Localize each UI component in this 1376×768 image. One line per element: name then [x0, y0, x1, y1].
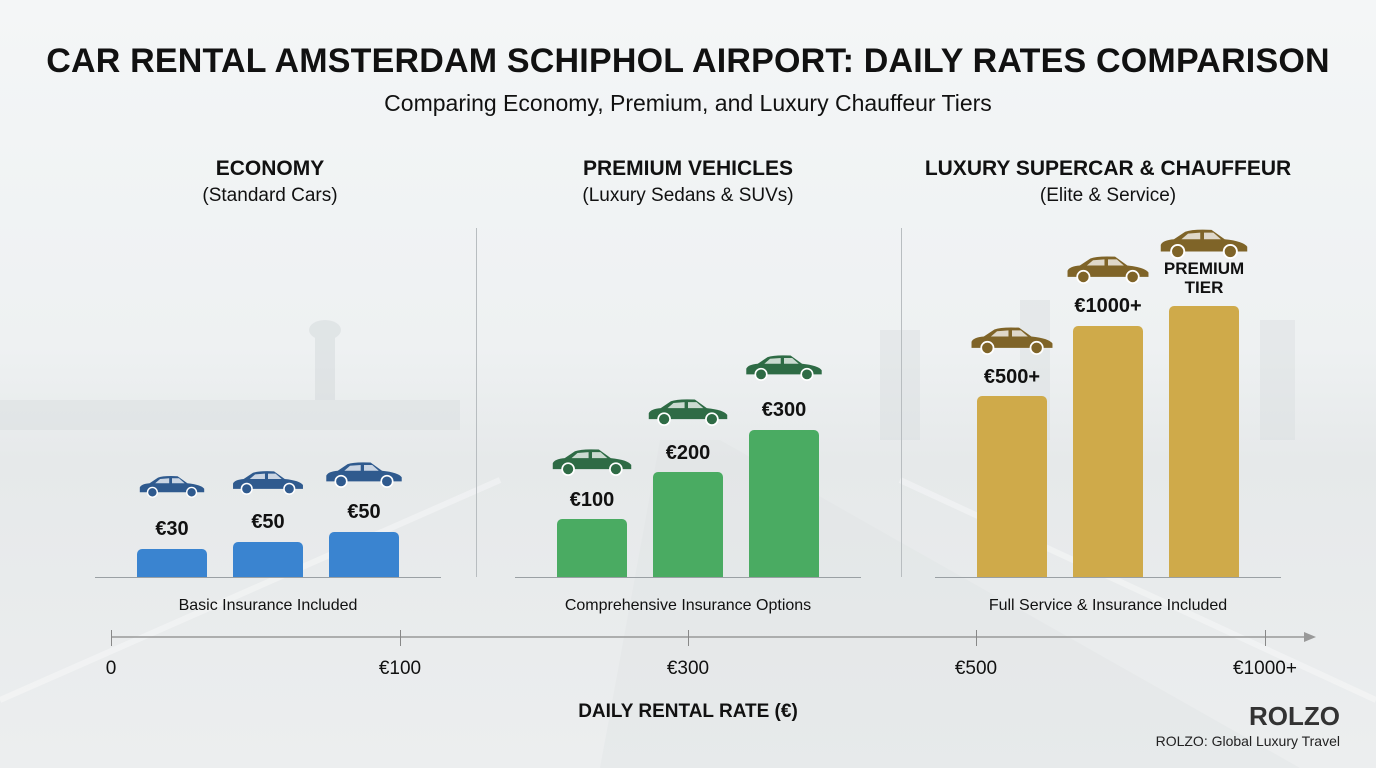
- x-tick-label: 0: [105, 658, 117, 679]
- section-subtitle: (Luxury Sedans & SUVs): [582, 185, 794, 206]
- bar: [233, 542, 303, 577]
- x-tick-mark: [1265, 630, 1266, 646]
- x-tick-label: €1000+: [1233, 658, 1297, 679]
- x-axis-title: DAILY RENTAL RATE (€): [578, 701, 798, 722]
- car-icon: [137, 474, 207, 503]
- bar-value-label: €300: [761, 399, 807, 421]
- x-tick-label: €300: [666, 658, 710, 679]
- section-subtitle: (Elite & Service): [1039, 185, 1177, 206]
- insurance-note: Comprehensive Insurance Options: [564, 597, 812, 614]
- car-icon: [743, 353, 825, 386]
- axis-arrow-icon: [1304, 632, 1316, 642]
- car-icon: [549, 447, 635, 481]
- section-economy-header: ECONOMY (Standard Cars): [60, 157, 480, 207]
- bar: [749, 430, 819, 577]
- bar-value-label: €500+: [983, 366, 1041, 388]
- section-title: PREMIUM VEHICLES: [582, 157, 794, 180]
- x-tick-label: €100: [378, 658, 422, 679]
- car-icon: [1064, 254, 1152, 289]
- baseline: [935, 577, 1281, 578]
- section-title: ECONOMY: [215, 157, 325, 180]
- chart-subtitle: Comparing Economy, Premium, and Luxury C…: [384, 90, 992, 116]
- baseline: [515, 577, 861, 578]
- bar-value-label: €100: [569, 489, 615, 511]
- section-title: LUXURY SUPERCAR & CHAUFFEUR: [924, 157, 1292, 180]
- bar: [137, 549, 207, 577]
- car-icon: [230, 469, 306, 500]
- bar: [1073, 326, 1143, 577]
- bar: [329, 532, 399, 577]
- section-premium-header: PREMIUM VEHICLES (Luxury Sedans & SUVs): [478, 157, 898, 207]
- x-axis: [111, 632, 1316, 642]
- x-tick-label: €500: [954, 658, 998, 679]
- car-icon: [323, 460, 405, 493]
- bar-value-label: €30: [155, 518, 189, 540]
- bar: [653, 472, 723, 577]
- bar-value-label: €1000+: [1074, 295, 1142, 317]
- brand-tagline: ROLZO: Global Luxury Travel: [1155, 733, 1340, 749]
- x-tick-mark: [400, 630, 401, 646]
- section-divider: [901, 228, 902, 577]
- car-icon: [968, 325, 1056, 360]
- car-icon: [645, 397, 731, 431]
- section-divider: [476, 228, 477, 577]
- chart-title: CAR RENTAL AMSTERDAM SCHIPHOL AIRPORT: D…: [46, 42, 1330, 80]
- x-tick-mark: [688, 630, 689, 646]
- insurance-note: Basic Insurance Included: [178, 597, 358, 614]
- brand-logo: ROLZO: [1249, 701, 1340, 731]
- baseline: [95, 577, 441, 578]
- bar: [1169, 306, 1239, 577]
- bar-value-label: €50: [251, 511, 285, 533]
- insurance-note: Full Service & Insurance Included: [988, 597, 1228, 614]
- car-icon: [1157, 227, 1251, 264]
- x-tick-mark: [111, 630, 112, 646]
- bar-value-label: €50: [347, 501, 381, 523]
- bar-value-label: €200: [665, 442, 711, 464]
- section-luxury-header: LUXURY SUPERCAR & CHAUFFEUR (Elite & Ser…: [898, 157, 1318, 207]
- section-subtitle: (Standard Cars): [202, 185, 338, 206]
- bar: [977, 396, 1047, 577]
- bar-value-label: PREMIUM TIER: [1163, 259, 1245, 297]
- bar: [557, 519, 627, 577]
- x-tick-mark: [976, 630, 977, 646]
